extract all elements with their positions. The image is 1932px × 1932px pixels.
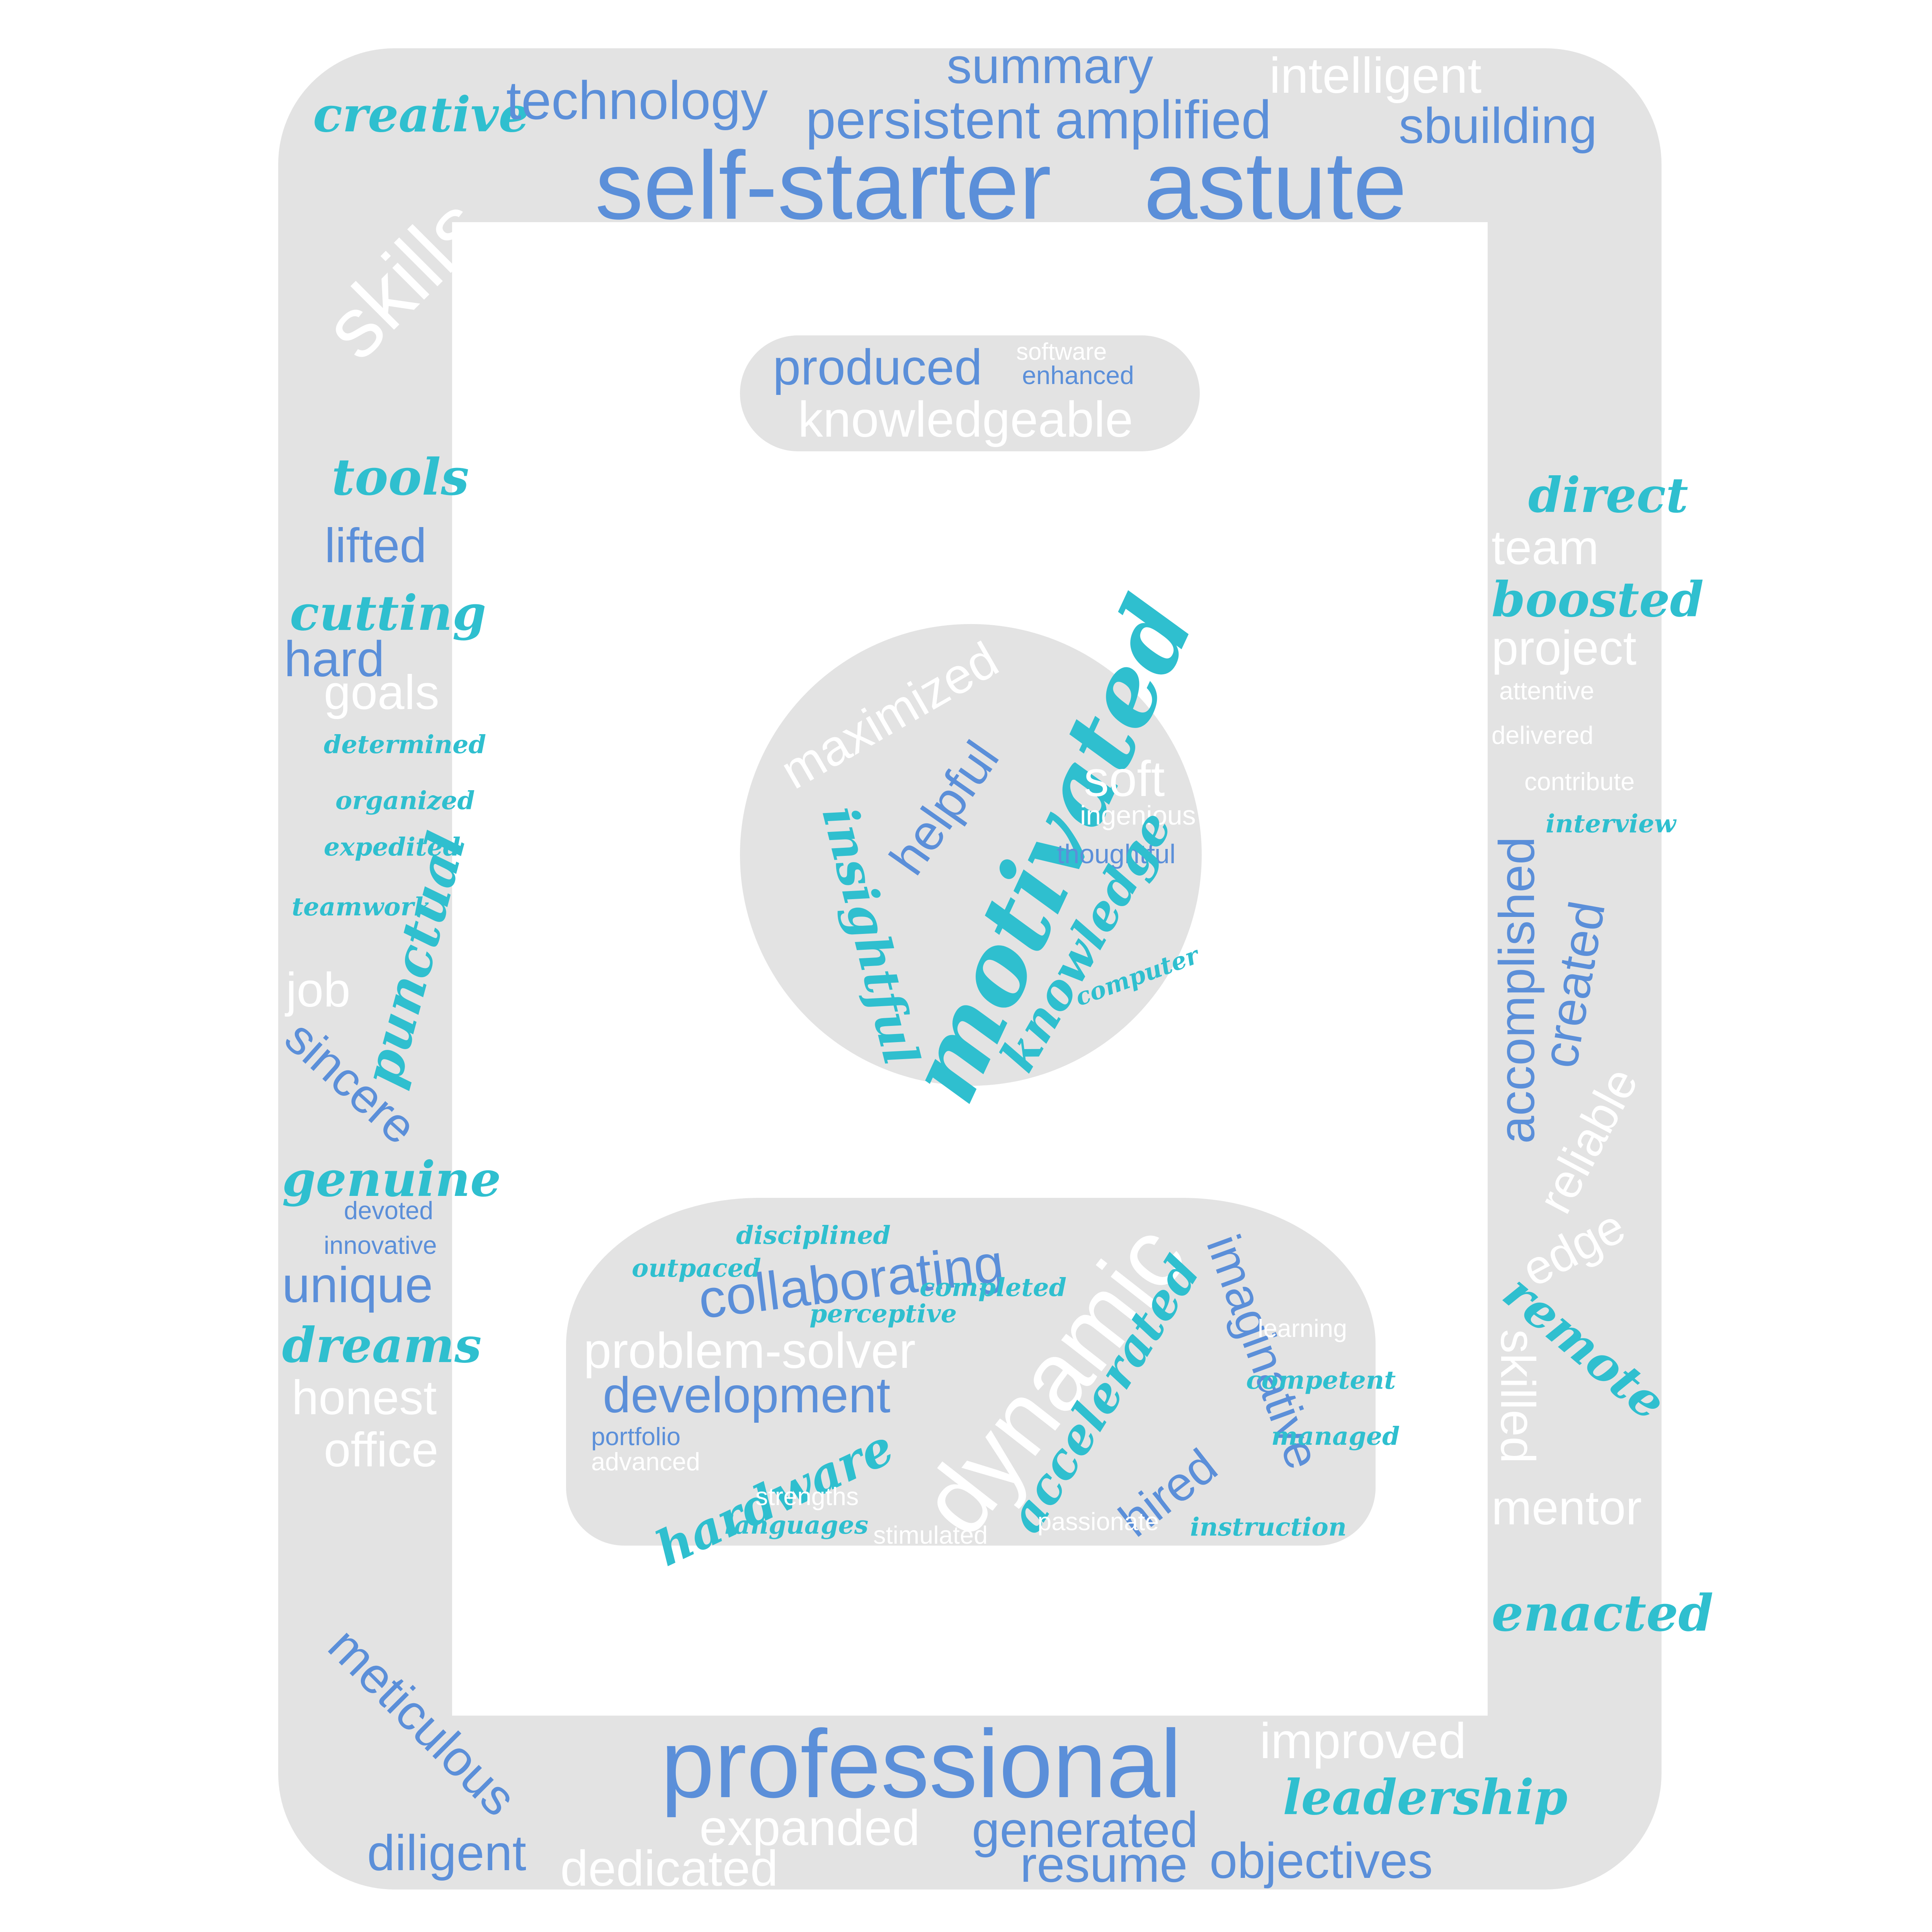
word-organized: organized — [335, 786, 475, 815]
word-instruction: instruction — [1190, 1512, 1347, 1542]
word-languages: languages — [724, 1510, 869, 1540]
word-hard: hard — [284, 631, 385, 687]
word-outpaced: outpaced — [632, 1253, 761, 1283]
word-strengths: strengths — [755, 1482, 859, 1510]
word-completed: completed — [920, 1273, 1067, 1302]
word-sbuilding: sbuilding — [1399, 97, 1597, 154]
word-professional: professional — [661, 1710, 1182, 1818]
word-mentor: mentor — [1492, 1481, 1642, 1535]
word-delivered: delivered — [1492, 721, 1594, 749]
word-thoughtful: thoughtful — [1057, 839, 1176, 869]
word-genuine: genuine — [282, 1151, 501, 1208]
word-direct: direct — [1528, 467, 1689, 524]
word-summary: summary — [947, 37, 1153, 94]
word-project: project — [1492, 621, 1637, 675]
word-development: development — [603, 1367, 891, 1423]
word-interview: interview — [1546, 809, 1676, 838]
word-determined: determined — [324, 730, 486, 759]
word-honest: honest — [292, 1371, 437, 1425]
word-expedited: expedited — [324, 832, 461, 862]
word-ingenious: ingenious — [1080, 800, 1196, 830]
word-contribute: contribute — [1524, 767, 1635, 796]
frame-left-band — [278, 193, 452, 1739]
word-objectives: objectives — [1209, 1832, 1433, 1889]
word-learning: learning — [1258, 1314, 1347, 1342]
word-dreams: dreams — [282, 1317, 482, 1374]
word-portfolio: portfolio — [591, 1422, 681, 1451]
word-self-starter: self-starter — [595, 131, 1051, 239]
word-improved: improved — [1260, 1713, 1466, 1769]
word-amplified: amplified — [1055, 89, 1272, 150]
word-unique: unique — [282, 1257, 433, 1313]
word-intelligent: intelligent — [1269, 47, 1482, 104]
word-boosted: boosted — [1492, 571, 1704, 628]
word-cutting: cutting — [290, 585, 486, 641]
word-skilled: skilled — [1491, 1329, 1544, 1464]
word-soft: soft — [1084, 750, 1165, 807]
frame-right-band — [1488, 193, 1662, 1739]
word-lifted: lifted — [325, 519, 427, 573]
word-expanded: expanded — [699, 1799, 920, 1856]
word-goals: goals — [324, 666, 439, 719]
word-produced: produced — [773, 339, 983, 395]
word-competent: competent — [1246, 1366, 1396, 1395]
word-devoted: devoted — [344, 1196, 434, 1225]
word-passionate: passionate — [1037, 1507, 1159, 1536]
word-enacted: enacted — [1492, 1583, 1714, 1643]
word-problem-solver: problem-solver — [583, 1322, 916, 1379]
word-leadership: leadership — [1283, 1769, 1568, 1826]
word-perceptive: perceptive — [810, 1299, 957, 1328]
inner-circle-shape — [740, 624, 1202, 1086]
word-stimulated: stimulated — [873, 1521, 988, 1549]
word-innovative: innovative — [324, 1231, 437, 1259]
word-technology: technology — [506, 70, 768, 131]
word-teamwork: teamwork — [292, 892, 431, 922]
inner-body-shape — [566, 1198, 1376, 1546]
word-accomplished: accomplished — [1488, 837, 1545, 1144]
word-dedicated: dedicated — [560, 1840, 778, 1896]
inner-pill-shape — [740, 335, 1200, 451]
word-diligent: diligent — [367, 1825, 526, 1881]
word-team: team — [1492, 521, 1599, 575]
word-job: job — [286, 963, 350, 1017]
word-office: office — [324, 1423, 439, 1477]
word-attentive: attentive — [1499, 677, 1594, 705]
word-tools: tools — [332, 447, 469, 507]
word-knowledgeable: knowledgeable — [798, 391, 1133, 447]
word-software: software — [1016, 338, 1107, 365]
word-disciplined: disciplined — [736, 1221, 891, 1250]
word-generated: generated — [972, 1801, 1198, 1858]
word-advanced: advanced — [591, 1447, 700, 1476]
frame-bottom-band — [278, 1716, 1662, 1889]
word-managed: managed — [1271, 1422, 1400, 1451]
frame-top-band — [278, 48, 1662, 222]
word-astute: astute — [1144, 131, 1407, 239]
word-creative: creative — [313, 87, 529, 143]
word-enhanced: enhanced — [1022, 361, 1134, 389]
word-persistent: persistent — [806, 89, 1040, 150]
word-resume: resume — [1020, 1836, 1188, 1893]
